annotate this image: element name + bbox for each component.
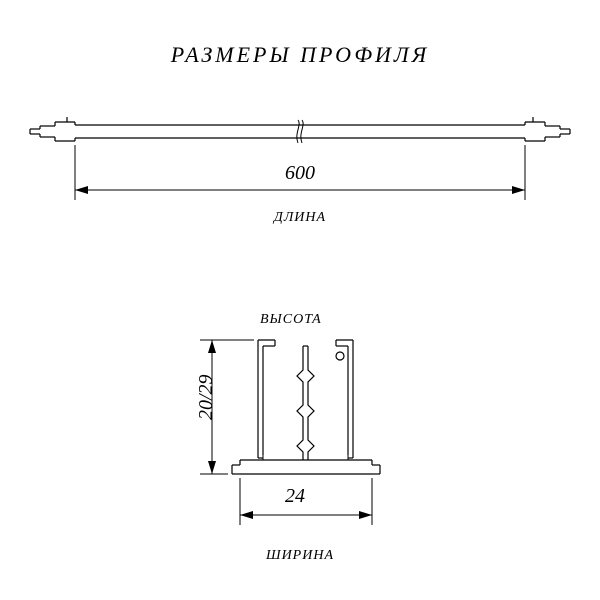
- drawing-canvas: РАЗМЕРЫ ПРОФИЛЯ ДЛИНА 600 ВЫСОТА 20/29 2…: [0, 0, 600, 600]
- top-view: [30, 117, 570, 200]
- drawing-svg: [0, 0, 600, 600]
- section-view: [200, 340, 380, 525]
